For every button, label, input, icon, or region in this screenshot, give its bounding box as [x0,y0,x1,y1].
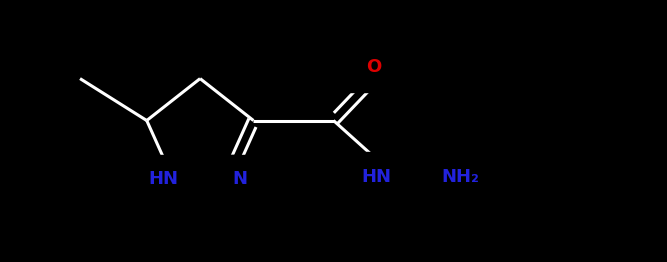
Text: NH₂: NH₂ [442,168,479,186]
Text: N: N [233,170,247,188]
Text: HN: HN [362,168,392,186]
Bar [300,60,447,92]
Bar [303,152,450,183]
Text: HN: HN [149,170,178,188]
Bar [387,152,534,183]
Bar [167,155,313,186]
Text: O: O [366,58,381,76]
Bar [90,155,237,186]
